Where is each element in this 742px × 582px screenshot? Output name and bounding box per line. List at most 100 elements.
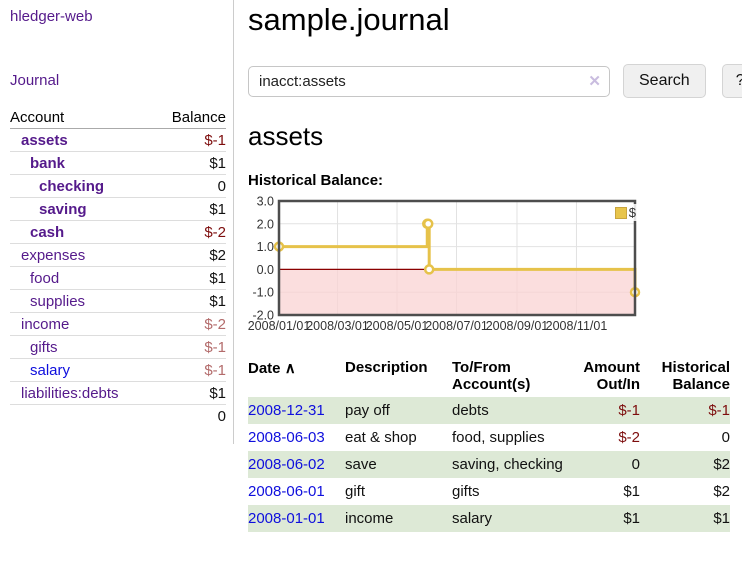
account-row: gifts $-1 xyxy=(10,335,226,359)
accounts-column-header: Account xyxy=(10,106,155,129)
account-balance: $1 xyxy=(154,197,226,221)
account-link-income[interactable]: income xyxy=(21,316,70,333)
transaction-balance: 0 xyxy=(721,429,730,446)
transaction-description: eat & shop xyxy=(345,429,417,446)
account-link-expenses[interactable]: expenses xyxy=(21,247,86,264)
account-balance: $1 xyxy=(154,381,226,405)
app-title-link[interactable]: hledger-web xyxy=(10,8,93,25)
transaction-balance: $1 xyxy=(640,505,730,532)
account-balance: 0 xyxy=(154,174,226,198)
svg-text:2008/05/01: 2008/05/01 xyxy=(366,319,429,333)
transaction-description: gift xyxy=(345,483,366,500)
register-table: Date ∧ Description To/From Account(s) Am… xyxy=(248,357,730,532)
account-link-bank[interactable]: bank xyxy=(30,155,66,172)
transaction-description: save xyxy=(345,451,452,478)
balance-column-header: Historical Balance xyxy=(661,359,730,393)
transaction-date-link[interactable]: 2008-06-02 xyxy=(248,456,325,473)
account-row: food $1 xyxy=(10,266,226,290)
svg-text:2008/09/01: 2008/09/01 xyxy=(486,319,549,333)
svg-text:3.0: 3.0 xyxy=(257,195,274,209)
register-row: 2008-01-01 income salary $1 $1 xyxy=(248,505,730,532)
search-input[interactable] xyxy=(248,65,610,97)
account-balance: $-2 xyxy=(154,220,226,244)
date-column-header[interactable]: Date ∧ xyxy=(248,360,296,377)
transaction-accounts: gifts xyxy=(452,483,480,500)
account-balance: $-1 xyxy=(154,358,226,382)
transaction-amount: $-2 xyxy=(618,429,640,446)
transaction-accounts: salary xyxy=(452,505,564,532)
transaction-balance: $-1 xyxy=(640,397,730,424)
account-link-food[interactable]: food xyxy=(30,270,60,287)
sidebar: hledger-web Journal Account Balance asse… xyxy=(0,0,234,444)
transaction-amount: $-1 xyxy=(564,397,640,424)
account-row: bank $1 xyxy=(10,151,226,175)
account-row: income $-2 xyxy=(10,312,226,336)
chart-canvas: 3.0 2.0 1.0 0.0 -1.0 -2.02008/01/012008/03/01… xyxy=(248,195,641,333)
transaction-accounts: saving, checking xyxy=(452,451,564,478)
account-row: checking 0 xyxy=(10,174,226,198)
svg-text:2008/01/01: 2008/01/01 xyxy=(248,319,311,333)
amount-column-header: Amount Out/In xyxy=(583,359,640,393)
balance-column-header: Balance xyxy=(154,106,226,129)
account-link-liabilities-debts[interactable]: liabilities:debts xyxy=(21,385,119,402)
transaction-accounts: food, supplies xyxy=(452,429,545,446)
search-button[interactable]: Search xyxy=(623,64,706,98)
svg-text:0.0: 0.0 xyxy=(257,263,274,277)
account-link-assets[interactable]: assets xyxy=(21,132,68,149)
page-title: sample.journal xyxy=(248,2,450,37)
transaction-amount: $1 xyxy=(564,505,640,532)
clear-search-icon[interactable]: ✕ xyxy=(588,72,601,90)
register-row: 2008-06-02 save saving, checking 0 $2 xyxy=(248,451,730,478)
register-row: 2008-06-03 eat & shop food, supplies $-2… xyxy=(248,424,730,451)
nav-journal-link[interactable]: Journal xyxy=(10,72,60,89)
account-balance: $-1 xyxy=(154,335,226,359)
transaction-date-link[interactable]: 2008-06-03 xyxy=(248,429,325,446)
account-balance-table: Account Balance assets $-1 bank $1 checkin… xyxy=(10,106,226,427)
account-balance: $1 xyxy=(154,151,226,175)
legend-swatch-icon xyxy=(614,206,627,219)
account-balance: $-2 xyxy=(154,312,226,336)
transaction-balance: $2 xyxy=(713,483,730,500)
account-row: assets $-1 xyxy=(10,128,226,152)
description-column-header: Description xyxy=(345,359,428,376)
account-link-supplies[interactable]: supplies xyxy=(30,293,86,310)
help-button[interactable]: ? xyxy=(721,64,742,98)
tofrom-column-header: To/From Account(s) xyxy=(452,359,531,393)
transaction-amount: 0 xyxy=(564,451,640,478)
account-row: saving $1 xyxy=(10,197,226,221)
transaction-description: income xyxy=(345,505,452,532)
search-form: ✕ Search ? xyxy=(248,64,742,98)
account-link-cash[interactable]: cash xyxy=(30,224,65,241)
page: hledger-web Journal Account Balance asse… xyxy=(0,0,742,532)
account-link-checking[interactable]: checking xyxy=(39,178,105,195)
account-row: liabilities:debts $1 xyxy=(10,381,226,405)
account-row: expenses $2 xyxy=(10,243,226,267)
account-link-saving[interactable]: saving xyxy=(39,201,87,218)
svg-text:2008/07/01: 2008/07/01 xyxy=(425,319,488,333)
account-heading: assets xyxy=(248,121,324,151)
account-row: cash $-2 xyxy=(10,220,226,244)
transaction-date-link[interactable]: 2008-06-01 xyxy=(248,483,325,500)
register-row: 2008-06-01 gift gifts $1 $2 xyxy=(248,478,730,505)
transaction-accounts: debts xyxy=(452,397,564,424)
svg-text:-2.0: -2.0 xyxy=(252,309,274,323)
historical-balance-chart: 3.0 2.0 1.0 0.0 -1.0 -2.0 2008/01/01 2008/03/01… xyxy=(242,195,644,335)
account-link-salary[interactable]: salary xyxy=(30,362,71,379)
account-balance: $-1 xyxy=(154,128,226,152)
register-header-row: Date ∧ Description To/From Account(s) Am… xyxy=(248,357,730,397)
svg-text:-1.0: -1.0 xyxy=(252,286,274,300)
account-balance: $1 xyxy=(154,266,226,290)
account-row: supplies $1 xyxy=(10,289,226,313)
transaction-date-link[interactable]: 2008-12-31 xyxy=(248,402,325,419)
sort-ascending-icon: ∧ xyxy=(284,360,296,377)
account-link-gifts[interactable]: gifts xyxy=(30,339,58,356)
svg-text:2008/11/01: 2008/11/01 xyxy=(546,319,608,333)
account-balance: $1 xyxy=(154,289,226,313)
transaction-amount: $1 xyxy=(623,483,640,500)
svg-text:1.0: 1.0 xyxy=(257,240,274,254)
account-balance: $2 xyxy=(154,243,226,267)
total-row: 0 xyxy=(10,404,226,427)
transaction-date-link[interactable]: 2008-01-01 xyxy=(248,510,325,527)
svg-text:2.0: 2.0 xyxy=(257,217,274,231)
account-row: salary $-1 xyxy=(10,358,226,382)
